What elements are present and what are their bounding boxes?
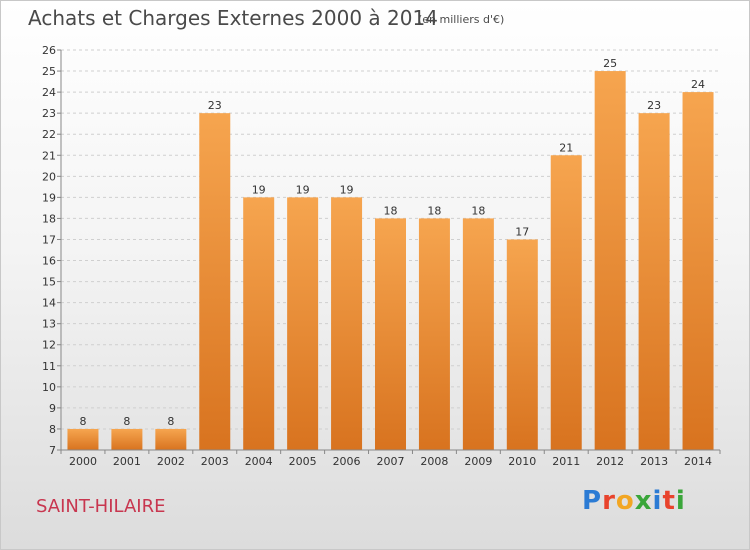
x-tick-label: 2005: [289, 455, 317, 468]
y-tick-label: 23: [42, 107, 56, 120]
x-tick-label: 2003: [201, 455, 229, 468]
x-tick-label: 2004: [245, 455, 273, 468]
x-tick-label: 2006: [333, 455, 361, 468]
y-tick-label: 14: [42, 297, 56, 310]
bar-2011: [550, 155, 582, 450]
bar-value-label: 21: [559, 141, 573, 154]
bar-value-label: 8: [79, 415, 86, 428]
bar-value-label: 19: [252, 183, 266, 196]
y-tick-label: 16: [42, 255, 56, 268]
x-tick-label: 2009: [464, 455, 492, 468]
y-tick-label: 9: [49, 402, 56, 415]
y-tick-label: 8: [49, 423, 56, 436]
bar-2014: [682, 92, 714, 451]
logo-letter: t: [662, 486, 676, 516]
bar-2004: [243, 197, 275, 450]
bar-value-label: 23: [647, 99, 661, 112]
y-tick-label: 13: [42, 318, 56, 331]
y-tick-label: 21: [42, 149, 56, 162]
y-tick-label: 11: [42, 360, 56, 373]
bar-2007: [375, 218, 406, 450]
y-tick-label: 25: [42, 65, 56, 78]
y-tick-label: 19: [42, 191, 56, 204]
bar-2000: [67, 428, 99, 450]
logo-letter: r: [602, 486, 616, 516]
bar-value-label: 19: [340, 183, 354, 196]
bar-2012: [594, 71, 626, 450]
chart-subtitle: (en milliers d'€): [418, 13, 505, 26]
bar-value-label: 19: [296, 183, 310, 196]
y-tick-label: 7: [49, 444, 56, 457]
bar-2006: [331, 197, 363, 450]
chart-title: Achats et Charges Externes 2000 à 2014: [28, 6, 438, 30]
y-tick-label: 24: [42, 86, 56, 99]
bar-value-label: 18: [427, 204, 441, 217]
bar-value-label: 8: [167, 415, 174, 428]
place-name: SAINT-HILAIRE: [36, 496, 166, 517]
y-tick-label: 18: [42, 212, 56, 225]
bar-2009: [462, 218, 494, 450]
bar-value-label: 25: [603, 57, 617, 70]
bar-2010: [506, 239, 538, 450]
y-tick-label: 15: [42, 276, 56, 289]
y-tick-label: 26: [42, 44, 56, 57]
bar-value-label: 18: [471, 204, 485, 217]
x-tick-label: 2001: [113, 455, 141, 468]
x-tick-label: 2000: [69, 455, 97, 468]
logo-letter: P: [582, 486, 603, 516]
x-tick-label: 2008: [420, 455, 448, 468]
bar-value-label: 17: [515, 225, 529, 238]
x-tick-label: 2013: [640, 455, 668, 468]
y-tick-label: 20: [42, 170, 56, 183]
x-tick-label: 2014: [684, 455, 712, 468]
x-tick-label: 2011: [552, 455, 580, 468]
bar-value-label: 8: [123, 415, 130, 428]
y-tick-label: 10: [42, 381, 56, 394]
logo-letter: x: [634, 486, 653, 516]
bar-2008: [418, 218, 450, 450]
logo-letter: i: [675, 486, 686, 516]
bar-2013: [638, 113, 670, 450]
x-tick-label: 2007: [377, 455, 405, 468]
logo-letter: o: [615, 486, 635, 516]
bar-value-label: 18: [384, 204, 398, 217]
y-tick-label: 22: [42, 128, 56, 141]
bar-value-label: 23: [208, 99, 222, 112]
bar-2005: [287, 197, 319, 450]
proxiti-logo: Proxiti: [582, 486, 686, 516]
y-tick-label: 17: [42, 233, 56, 246]
y-tick-label: 12: [42, 339, 56, 352]
bar-value-label: 24: [691, 78, 705, 91]
logo-letter: i: [652, 486, 663, 516]
bar-2003: [199, 113, 231, 450]
bar-2001: [111, 428, 143, 450]
bar-2002: [155, 428, 187, 450]
x-tick-label: 2002: [157, 455, 185, 468]
x-tick-label: 2012: [596, 455, 624, 468]
x-tick-label: 2010: [508, 455, 536, 468]
